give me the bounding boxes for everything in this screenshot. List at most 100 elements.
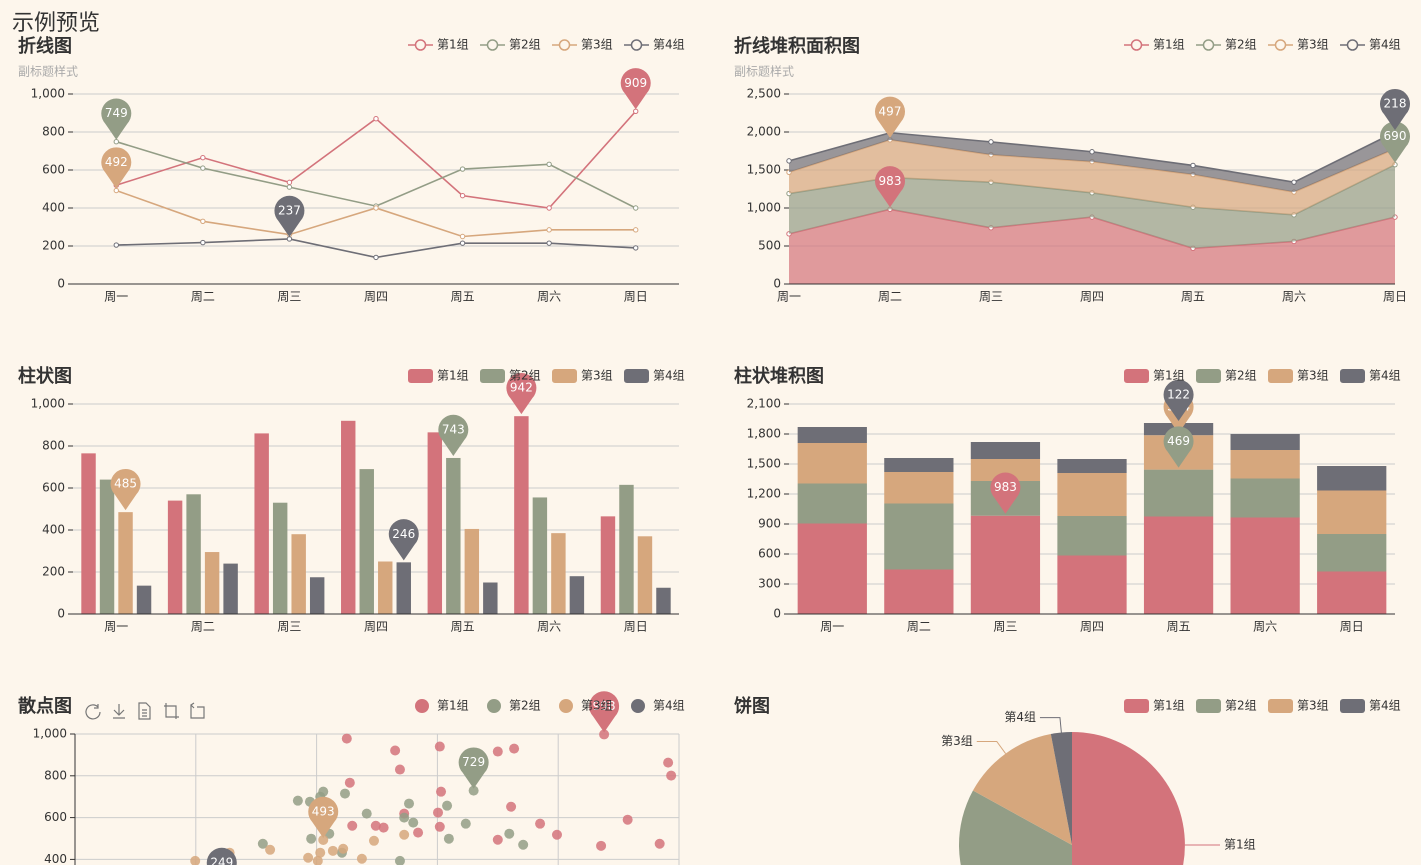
legend-icon <box>1196 369 1221 383</box>
legend-icon <box>486 39 499 51</box>
point <box>286 236 293 242</box>
legend-label: 第1组 <box>1153 369 1185 383</box>
y-tick-label: 800 <box>42 125 65 139</box>
point <box>113 138 119 145</box>
bar <box>637 536 653 614</box>
pin-label: 749 <box>105 106 128 120</box>
point <box>390 745 401 756</box>
point <box>292 795 303 806</box>
point <box>504 828 515 839</box>
mark-pin <box>101 98 132 140</box>
legend-label: 第4组 <box>1369 38 1401 52</box>
point <box>413 827 424 838</box>
mark-pin <box>990 472 1021 514</box>
bar <box>1143 469 1214 517</box>
point <box>786 158 792 164</box>
legend-icon <box>487 699 501 713</box>
tool-data-view[interactable] <box>138 702 151 720</box>
bar <box>1317 534 1387 572</box>
legend-icon <box>1268 369 1293 383</box>
pin-label: 485 <box>114 477 137 491</box>
legend: 第1组 第2组 第3组 第4组 <box>1124 38 1401 52</box>
legend-label: 第2组 <box>509 699 541 713</box>
mark-pin <box>875 166 905 208</box>
legend-icon <box>1124 369 1149 383</box>
pie-slice <box>959 790 1072 865</box>
bar <box>619 484 634 614</box>
mark-pin <box>1163 426 1194 468</box>
point <box>492 746 503 757</box>
chart-title: 折线堆积面积图 <box>734 35 860 57</box>
legend-label: 第4组 <box>1369 699 1401 713</box>
tool-restore[interactable] <box>85 704 101 720</box>
legend-icon <box>1346 39 1359 51</box>
point <box>394 855 405 865</box>
point <box>368 835 379 846</box>
legend-label: 第4组 <box>653 38 685 52</box>
pin-label: 237 <box>278 203 301 217</box>
pin-label: 218 <box>1384 97 1407 111</box>
x-tick-label: 周日 <box>1340 620 1364 634</box>
y-tick-label: 1,500 <box>747 457 781 471</box>
bar <box>797 483 867 524</box>
point <box>434 821 445 832</box>
mark-pin <box>1163 379 1194 421</box>
legend: 第1组 第2组 第3组 第4组 <box>1124 699 1401 713</box>
legend: 第1组 第2组 第3组 第4组 <box>415 699 685 713</box>
legend-label: 第1组 <box>1153 38 1185 52</box>
x-tick-label: 周六 <box>1282 290 1306 304</box>
pin-label: 743 <box>442 422 465 436</box>
chart-title: 饼图 <box>734 695 770 717</box>
x-tick-label: 周三 <box>993 620 1017 634</box>
legend-icon <box>631 699 645 713</box>
point <box>339 788 350 799</box>
tool-zoom[interactable] <box>164 703 179 719</box>
x-tick-label: 周六 <box>537 290 561 304</box>
point <box>200 165 206 171</box>
point <box>663 757 674 768</box>
y-tick-label: 0 <box>57 607 65 621</box>
point <box>633 245 639 251</box>
mark-pin <box>458 747 489 789</box>
y-tick-label: 400 <box>42 523 65 537</box>
legend-icon <box>624 369 649 383</box>
point <box>303 852 314 863</box>
x-tick-label: 周一 <box>777 290 801 304</box>
tool-zoom-back[interactable] <box>190 702 205 719</box>
y-tick-label: 200 <box>42 565 65 579</box>
x-tick-label: 周三 <box>277 290 301 304</box>
bar <box>81 453 96 614</box>
x-tick-label: 周三 <box>979 290 1003 304</box>
bar <box>600 516 616 614</box>
point <box>433 807 444 818</box>
pin-label: 493 <box>312 804 335 818</box>
legend-label: 第4组 <box>653 369 685 383</box>
y-tick-label: 0 <box>57 277 65 291</box>
y-tick-label: 1,000 <box>31 397 65 411</box>
bar <box>464 528 480 614</box>
bar <box>291 534 306 614</box>
mark-pin <box>1379 121 1410 163</box>
legend-icon <box>480 369 505 383</box>
tool-save[interactable] <box>113 704 125 719</box>
bar <box>532 497 548 614</box>
point <box>468 785 479 796</box>
bar <box>167 500 183 614</box>
legend-icon <box>630 39 643 51</box>
point <box>633 227 639 233</box>
pin-label: 942 <box>510 381 533 395</box>
bar <box>884 503 954 570</box>
point <box>459 166 466 172</box>
bar <box>396 562 411 614</box>
bar <box>656 587 671 614</box>
legend-icon <box>408 369 433 383</box>
point <box>338 843 349 854</box>
x-tick-label: 周二 <box>878 290 902 304</box>
pin-label: 998 <box>593 699 616 713</box>
legend-label: 第2组 <box>509 369 541 383</box>
point <box>988 139 994 145</box>
bar <box>970 442 1041 459</box>
y-tick-label: 1,800 <box>747 427 781 441</box>
pin-label: 246 <box>392 527 415 541</box>
